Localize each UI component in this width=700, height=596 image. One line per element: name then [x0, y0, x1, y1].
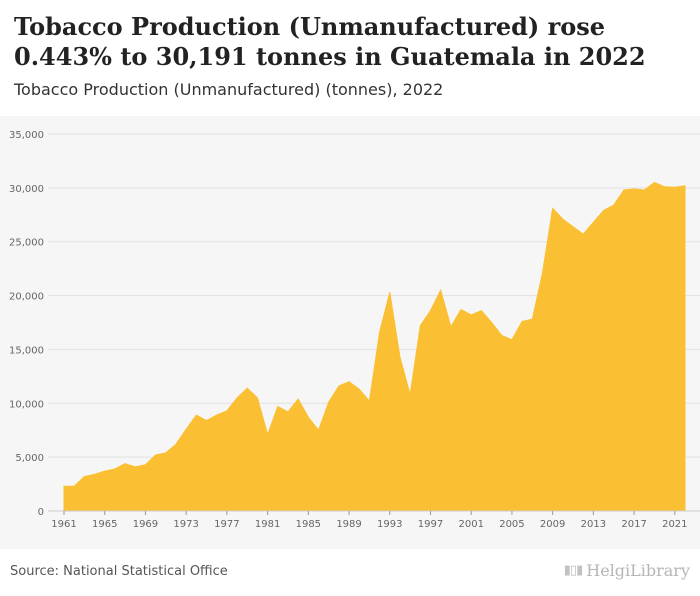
chart-title: Tobacco Production (Unmanufactured) rose… — [14, 12, 646, 71]
x-tick-label: 1977 — [214, 519, 239, 530]
x-tick-label: 1969 — [133, 519, 158, 530]
y-tick-label: 25,000 — [9, 238, 44, 249]
area-chart: 0 5,000 10,000 15,000 20,000 25,000 30,000 35,0… — [9, 130, 700, 530]
x-tick-label: 1997 — [418, 519, 443, 530]
y-tick-label: 10,000 — [9, 399, 44, 410]
x-tick-label: 2005 — [499, 519, 524, 530]
x-tick-label: 2017 — [621, 519, 646, 530]
x-tick-label: 1981 — [255, 519, 280, 530]
x-tick-label: 2001 — [458, 519, 483, 530]
y-tick-label: 20,000 — [9, 292, 44, 303]
y-tick-label: 0 — [38, 507, 44, 518]
y-tick-label: 5,000 — [15, 453, 44, 464]
y-tick-label: 35,000 — [9, 130, 44, 141]
x-tick-label: 1993 — [377, 519, 402, 530]
x-tick-label: 1973 — [173, 519, 198, 530]
y-tick-label: 15,000 — [9, 345, 44, 356]
brand-logo: ▮▯▮ HelgiLibrary — [564, 561, 690, 580]
x-tick-label: 1965 — [92, 519, 117, 530]
library-building-icon: ▮▯▮ — [563, 563, 583, 578]
series-area — [63, 181, 686, 512]
source-note: Source: National Statistical Office — [10, 564, 228, 579]
x-tick-label: 1985 — [296, 519, 321, 530]
brand-name: HelgiLibrary — [586, 561, 690, 580]
x-tick-label: 1989 — [336, 519, 361, 530]
x-tick-label: 2021 — [662, 519, 687, 530]
x-tick-label: 2009 — [540, 519, 565, 530]
y-tick-label: 30,000 — [9, 184, 44, 195]
chart-subtitle: Tobacco Production (Unmanufactured) (ton… — [14, 80, 444, 99]
x-tick-label: 1961 — [51, 519, 76, 530]
x-tick-label: 2013 — [581, 519, 606, 530]
